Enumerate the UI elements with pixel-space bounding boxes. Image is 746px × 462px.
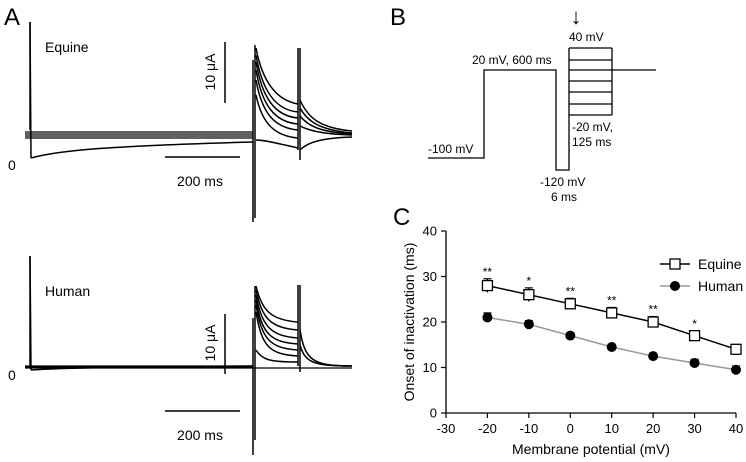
protocol-step-top-label: 40 mV	[569, 30, 604, 44]
significance-label: *	[527, 274, 532, 288]
y-axis-title: Onset of inactivation (ms)	[401, 243, 417, 402]
human-current-scale-label: 10 μA	[202, 324, 218, 362]
data-point	[606, 307, 618, 319]
x-tick-label: 30	[687, 421, 701, 436]
equine-time-scale-label: 200 ms	[177, 173, 223, 189]
protocol-arrow-icon: ↓	[571, 4, 582, 29]
data-point	[565, 330, 576, 341]
protocol-step-bottom-voltage-label: -20 mV,	[572, 120, 613, 134]
y-tick-label: 0	[430, 406, 437, 421]
protocol-holding-label: -100 mV	[428, 142, 473, 156]
data-point	[564, 298, 576, 310]
x-tick-label: -30	[437, 421, 456, 436]
x-tick-label: 20	[646, 421, 660, 436]
human-zero-label: 0	[8, 367, 16, 383]
legend-label: Equine	[698, 256, 742, 272]
x-axis-title: Membrane potential (mV)	[512, 441, 670, 457]
x-tick-label: -20	[478, 421, 497, 436]
data-point	[647, 316, 659, 328]
x-tick-label: 0	[567, 421, 574, 436]
data-point	[523, 289, 535, 301]
legend-marker	[669, 258, 681, 270]
y-tick-label: 30	[423, 269, 437, 284]
panel-c-label: C	[393, 204, 410, 231]
onset-inactivation-chart: -30 -20 -10 0 10 20 30 40 0 10 20 30 40 Membrane po…	[401, 224, 743, 458]
data-point	[688, 329, 701, 342]
significance-label: **	[648, 303, 658, 317]
data-point	[523, 319, 534, 330]
human-time-scale-label: 200 ms	[177, 427, 223, 443]
equine-trace-label: Equine	[45, 39, 89, 55]
y-tick-label: 40	[423, 224, 437, 239]
y-tick-label: 10	[423, 360, 437, 375]
y-tick-label: 20	[423, 315, 437, 330]
significance-label: **	[483, 265, 493, 279]
legend-marker	[670, 281, 680, 291]
human-current-traces	[25, 255, 353, 455]
data-point	[731, 364, 741, 375]
panel-a-label: A	[4, 4, 20, 31]
data-point	[689, 357, 700, 368]
data-point	[482, 312, 493, 323]
voltage-protocol	[428, 47, 656, 171]
protocol-gap-voltage-label: -120 mV	[540, 175, 585, 189]
protocol-step-bottom-time-label: 125 ms	[572, 135, 611, 149]
data-point	[481, 279, 494, 292]
human-trace-label: Human	[45, 283, 90, 299]
significance-label: **	[607, 293, 617, 307]
legend-label: Human	[698, 278, 743, 294]
protocol-gap-time-label: 6 ms	[551, 190, 577, 204]
chart-legend: Equine Human	[660, 256, 743, 294]
significance-label: **	[566, 284, 576, 298]
equine-current-scale-label: 10 μA	[202, 53, 218, 91]
x-tick-label: 40	[729, 421, 743, 436]
panel-b-label: B	[390, 4, 406, 31]
x-tick-label: 10	[604, 421, 618, 436]
protocol-prepulse-label: 20 mV, 600 ms	[472, 53, 552, 67]
equine-current-traces	[25, 21, 353, 222]
series-equine: **********	[481, 265, 742, 355]
data-point	[648, 351, 659, 362]
significance-label: *	[692, 317, 697, 331]
data-point	[606, 342, 617, 353]
x-tick-label: -10	[519, 421, 538, 436]
equine-zero-label: 0	[8, 157, 16, 173]
series-human	[482, 312, 741, 375]
data-point	[730, 343, 742, 355]
